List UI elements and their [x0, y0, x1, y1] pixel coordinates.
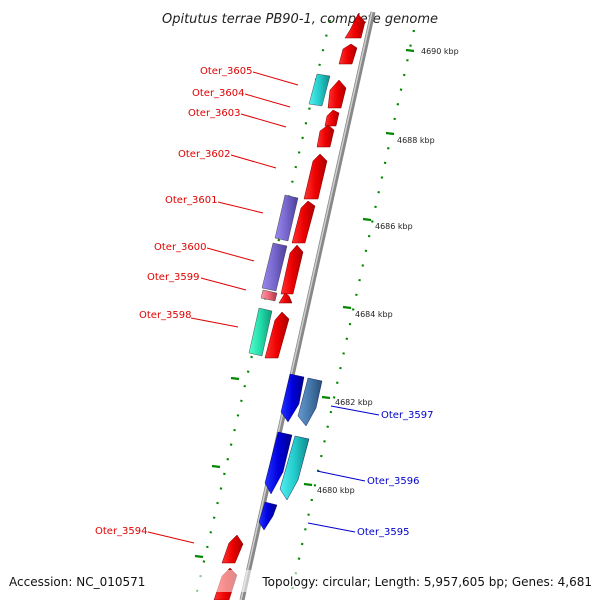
gene-bar[interactable] [274, 194, 299, 242]
gene-arrow[interactable] [280, 244, 304, 295]
gene-label[interactable]: Oter_3596 [367, 476, 420, 487]
tick-label: 4688 kbp [397, 136, 435, 145]
tick-label: 4680 kbp [317, 486, 355, 495]
gene-label[interactable]: Oter_3597 [381, 410, 434, 421]
gene-bar[interactable] [248, 307, 273, 357]
map-title: Opitutus terrae PB90-1, complete genome [162, 12, 438, 27]
tick-marks-major [194, 48, 415, 559]
leader-lines-right [307, 405, 380, 533]
gene-arrow[interactable] [279, 435, 310, 501]
tick-label: 4690 kbp [421, 47, 459, 56]
gene-label[interactable]: Oter_3602 [178, 149, 231, 160]
gene-label[interactable]: Oter_3594 [95, 526, 148, 537]
gene-label[interactable]: Oter_3603 [188, 108, 241, 119]
gene-arrow[interactable] [316, 124, 335, 148]
gene-arrow[interactable] [264, 431, 293, 495]
tick-label: 4682 kbp [335, 398, 373, 407]
gene-arrow[interactable] [297, 377, 323, 427]
gene-bar[interactable] [260, 289, 278, 302]
gene-bar[interactable] [308, 73, 331, 107]
tick-label: 4684 kbp [355, 310, 393, 319]
gene-arrow[interactable] [258, 501, 278, 531]
gene-arrow[interactable] [344, 13, 366, 39]
backbone [239, 11, 376, 600]
gene-arrow[interactable] [338, 43, 358, 65]
gene-label[interactable]: Oter_3600 [154, 242, 207, 253]
accession-text: Accession: NC_010571 [9, 575, 145, 589]
gene-bar[interactable] [261, 242, 288, 292]
gene-arrow[interactable] [324, 109, 340, 127]
gene-arrow[interactable] [264, 311, 290, 359]
gene-label[interactable]: Oter_3605 [200, 66, 253, 77]
gene-label[interactable]: Oter_3604 [192, 88, 245, 99]
forward-strand-genes [213, 13, 366, 600]
gene-label[interactable]: Oter_3598 [139, 310, 192, 321]
gene-labels-left: Oter_3605 Oter_3604 Oter_3603 Oter_3602 … [95, 66, 253, 537]
gene-arrow[interactable] [291, 200, 316, 244]
gene-arrow[interactable] [280, 373, 305, 423]
colored-genes-left [248, 73, 331, 357]
gene-arrow[interactable] [303, 153, 328, 200]
gene-arrow[interactable] [221, 534, 244, 564]
reverse-strand-genes [258, 373, 323, 531]
tick-label: 4686 kbp [375, 222, 413, 231]
genome-summary-text: Topology: circular; Length: 5,957,605 bp… [261, 575, 592, 589]
gene-label[interactable]: Oter_3601 [165, 195, 218, 206]
tick-labels: 4690 kbp 4688 kbp 4686 kbp 4684 kbp 4682… [317, 47, 459, 495]
gene-labels-right: Oter_3597 Oter_3596 Oter_3595 [357, 410, 434, 538]
gene-arrow[interactable] [278, 292, 293, 304]
gene-arrow[interactable] [327, 79, 347, 109]
leader-lines-left [147, 71, 299, 544]
footer-backdrop [0, 570, 600, 592]
gene-label[interactable]: Oter_3595 [357, 527, 410, 538]
tick-ring-inner [193, 19, 332, 600]
gene-label[interactable]: Oter_3599 [147, 272, 200, 283]
